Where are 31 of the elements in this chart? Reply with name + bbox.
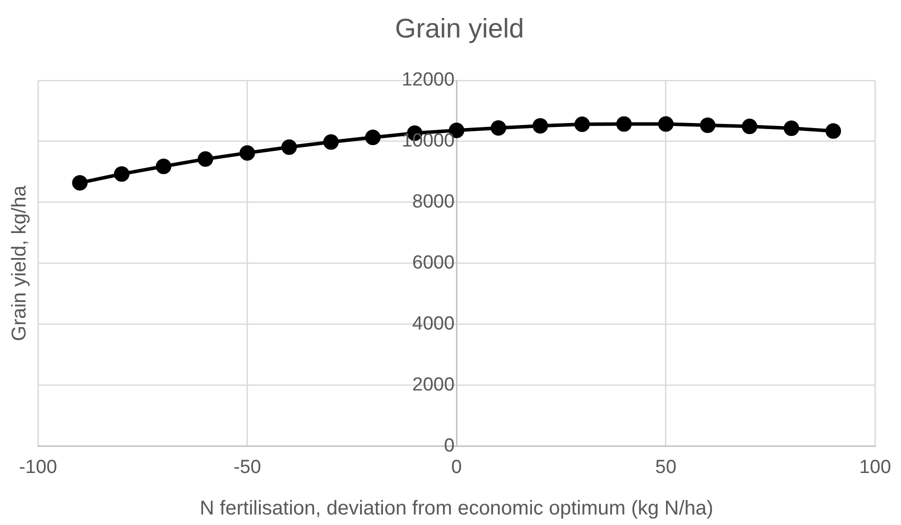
- point: [281, 139, 297, 155]
- x-tick-label: -100: [18, 456, 58, 478]
- point: [784, 120, 800, 136]
- y-tick-label: 10000: [402, 130, 455, 152]
- point: [114, 166, 130, 182]
- point: [365, 130, 381, 146]
- y-tick-label: 8000: [412, 192, 455, 213]
- point: [156, 158, 172, 174]
- point: [532, 118, 548, 134]
- x-tick-label: 50: [655, 456, 676, 478]
- point: [658, 116, 674, 132]
- point: [616, 116, 632, 132]
- chart-title: Grain yield: [394, 14, 524, 44]
- point: [323, 134, 339, 150]
- y-tick-label: 2000: [412, 374, 455, 396]
- y-tick-label: 12000: [402, 70, 455, 91]
- y-tick-label: 0: [444, 435, 455, 456]
- point: [490, 120, 506, 136]
- point: [574, 116, 590, 132]
- point: [72, 175, 88, 191]
- point: [198, 151, 214, 167]
- x-tick-label: 100: [859, 456, 891, 478]
- point: [826, 123, 842, 139]
- point: [700, 117, 716, 133]
- point: [240, 145, 256, 161]
- point: [742, 118, 758, 134]
- y-tick-label: 6000: [412, 252, 455, 274]
- x-axis-title: N fertilisation, deviation from economic optimum (kg N/ha): [200, 498, 714, 520]
- y-tick-label: 4000: [412, 314, 455, 334]
- y-axis-title: Grain yield, kg/ha: [8, 184, 31, 342]
- x-tick-label: -50: [234, 456, 262, 478]
